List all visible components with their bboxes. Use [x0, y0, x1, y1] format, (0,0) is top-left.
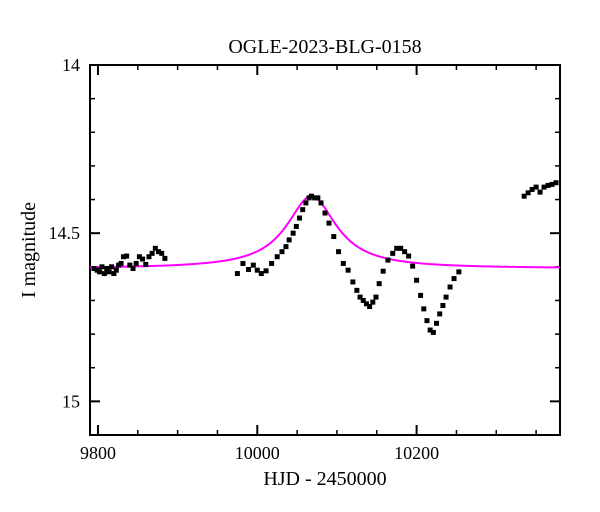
- data-point: [414, 278, 419, 283]
- data-point: [119, 261, 124, 266]
- x-axis-label: HJD - 2450000: [263, 468, 386, 490]
- data-point: [456, 269, 461, 274]
- data-point: [287, 237, 292, 242]
- data-point: [437, 311, 442, 316]
- data-point: [418, 293, 423, 298]
- data-point: [107, 269, 112, 274]
- data-point: [300, 207, 305, 212]
- data-point: [336, 249, 341, 254]
- data-point: [406, 254, 411, 259]
- y-axis-label: I magnitude: [18, 202, 40, 298]
- y-tick-label: 14: [62, 55, 80, 75]
- data-point: [150, 251, 155, 256]
- x-tick-label: 10000: [235, 443, 280, 463]
- data-point: [350, 279, 355, 284]
- data-point: [381, 269, 386, 274]
- x-tick-label: 10200: [394, 443, 439, 463]
- data-point: [283, 244, 288, 249]
- data-point: [326, 221, 331, 226]
- data-point: [275, 254, 280, 259]
- data-point: [341, 261, 346, 266]
- data-point: [331, 234, 336, 239]
- data-point: [251, 263, 256, 268]
- lightcurve-chart: OGLE-2023-BLG-0158 9800 10000 10200 14 14.5 15…: [0, 0, 600, 512]
- data-point: [259, 271, 264, 276]
- data-point: [323, 211, 328, 216]
- data-point: [421, 306, 426, 311]
- data-point: [99, 264, 104, 269]
- y-tick-label: 15: [62, 391, 80, 411]
- data-point: [279, 249, 284, 254]
- data-point: [452, 276, 457, 281]
- data-point: [377, 281, 382, 286]
- x-tick-label: 9800: [80, 443, 116, 463]
- data-point: [410, 264, 415, 269]
- data-point: [315, 195, 320, 200]
- data-point: [297, 216, 302, 221]
- data-point: [554, 180, 559, 185]
- data-point: [434, 321, 439, 326]
- data-point: [534, 185, 539, 190]
- data-point: [143, 262, 148, 267]
- chart-svg: OGLE-2023-BLG-0158 9800 10000 10200 14 14.5 15…: [0, 0, 600, 512]
- data-point: [367, 304, 372, 309]
- chart-title: OGLE-2023-BLG-0158: [228, 36, 421, 58]
- data-point: [370, 300, 375, 305]
- data-point: [97, 269, 102, 274]
- data-point: [162, 256, 167, 261]
- data-point: [444, 295, 449, 300]
- data-point: [124, 254, 129, 259]
- data-point: [303, 200, 308, 205]
- data-point: [385, 258, 390, 263]
- data-point: [246, 267, 251, 272]
- data-point: [538, 190, 543, 195]
- y-tick-label: 14.5: [49, 223, 81, 243]
- data-point: [431, 330, 436, 335]
- data-point: [131, 266, 136, 271]
- data-point: [134, 261, 139, 266]
- data-point: [354, 288, 359, 293]
- data-point: [424, 318, 429, 323]
- data-point: [114, 268, 119, 273]
- data-point: [235, 271, 240, 276]
- data-point: [140, 257, 145, 262]
- model-curve: [90, 196, 560, 267]
- data-point: [240, 261, 245, 266]
- data-point: [264, 268, 269, 273]
- data-point: [102, 271, 107, 276]
- data-point: [373, 295, 378, 300]
- data-point: [269, 261, 274, 266]
- data-point: [159, 251, 164, 256]
- data-points: [91, 180, 558, 335]
- data-point: [440, 303, 445, 308]
- data-point: [448, 285, 453, 290]
- data-point: [390, 251, 395, 256]
- data-point: [109, 264, 114, 269]
- data-point: [346, 268, 351, 273]
- data-point: [402, 249, 407, 254]
- data-point: [291, 231, 296, 236]
- data-point: [319, 200, 324, 205]
- data-point: [294, 224, 299, 229]
